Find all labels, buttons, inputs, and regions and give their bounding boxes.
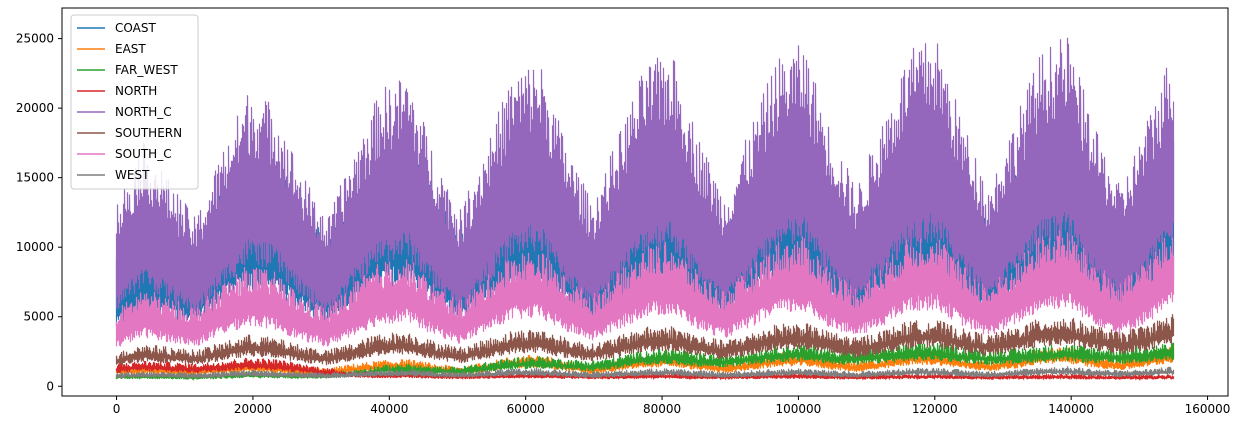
legend-label: NORTH: [115, 84, 157, 98]
legend-label: EAST: [115, 42, 146, 56]
series-line-south-c: [115, 230, 1175, 347]
x-tick-label: 60000: [507, 402, 545, 416]
legend-label: SOUTH_C: [115, 147, 172, 161]
legend-label: COAST: [115, 21, 156, 35]
series-line-north-c: [115, 37, 1175, 314]
y-tick-label: 25000: [16, 32, 54, 46]
y-tick-label: 15000: [16, 171, 54, 185]
y-tick-label: 20000: [16, 101, 54, 115]
series-layer: [115, 37, 1175, 382]
x-tick-label: 120000: [912, 402, 958, 416]
legend-label: SOUTHERN: [115, 126, 182, 140]
legend-label: FAR_WEST: [115, 63, 178, 77]
y-axis: 0 5000 10000 15000 20000 25000: [16, 32, 62, 393]
x-axis: 0 20000 40000 60000 80000 100000 120000 140000 1…: [113, 396, 1231, 416]
x-tick-label: 80000: [643, 402, 681, 416]
plot-frame: [61, 7, 1229, 397]
legend-label: WEST: [115, 168, 150, 182]
series-line-southern: [115, 314, 1175, 366]
legend-label: NORTH_C: [115, 105, 172, 119]
y-tick-label: 10000: [16, 240, 54, 254]
x-tick-label: 40000: [370, 402, 408, 416]
x-tick-label: 100000: [776, 402, 822, 416]
series-line-west: [115, 366, 1175, 379]
legend: COAST EAST FAR_WEST NORTH NORTH_C SOUTHERN SOU…: [70, 14, 199, 190]
y-tick-label: 0: [46, 379, 54, 393]
y-tick-label: 5000: [23, 310, 54, 324]
x-tick-label: 0: [113, 402, 121, 416]
legend-box: [70, 14, 199, 190]
x-tick-label: 20000: [234, 402, 272, 416]
x-tick-label: 160000: [1185, 402, 1231, 416]
x-tick-label: 140000: [1048, 402, 1094, 416]
